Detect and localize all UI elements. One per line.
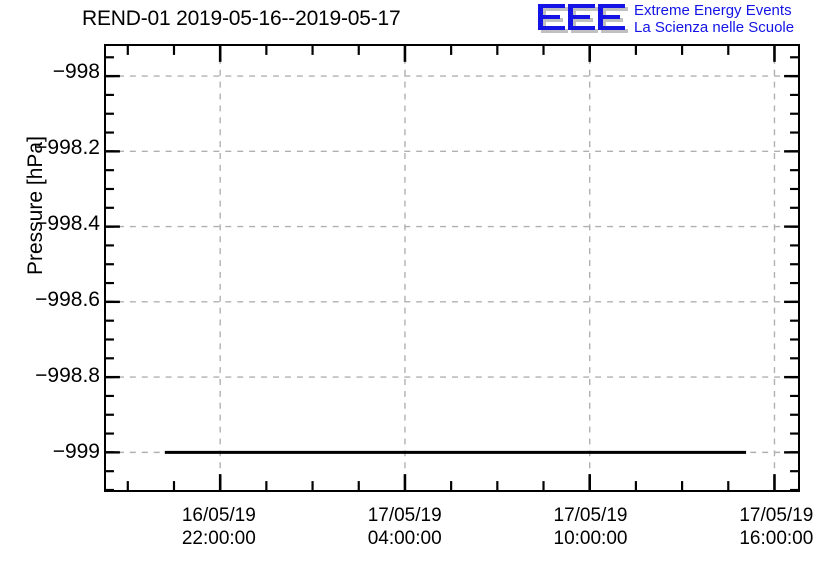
eee-logo-mark bbox=[538, 4, 628, 33]
x-tick-label: 17/05/19 10:00:00 bbox=[521, 504, 661, 550]
x-tick-time: 10:00:00 bbox=[553, 528, 628, 549]
data-series-line bbox=[164, 450, 747, 454]
axis-ticks bbox=[106, 46, 798, 490]
x-tick-date: 17/05/19 bbox=[739, 505, 814, 526]
x-tick-label: 17/05/19 16:00:00 bbox=[706, 504, 836, 550]
x-tick-time: 16:00:00 bbox=[739, 528, 814, 549]
y-tick-label: −999 bbox=[52, 440, 100, 464]
x-tick-date: 17/05/19 bbox=[553, 505, 628, 526]
x-tick-label: 16/05/19 22:00:00 bbox=[149, 504, 289, 550]
y-tick-label: −998.4 bbox=[35, 212, 100, 236]
y-tick-label: −998.6 bbox=[35, 288, 100, 312]
eee-logo-line1: Extreme Energy Events bbox=[634, 2, 792, 19]
x-tick-date: 16/05/19 bbox=[181, 505, 256, 526]
eee-logo-text: Extreme Energy Events La Scienza nelle S… bbox=[634, 2, 794, 36]
eee-logo: Extreme Energy Events La Scienza nelle S… bbox=[538, 1, 834, 39]
x-tick-time: 22:00:00 bbox=[181, 528, 256, 549]
plot-area bbox=[104, 44, 800, 492]
x-tick-label: 17/05/19 04:00:00 bbox=[335, 504, 475, 550]
eee-logo-line2: La Scienza nelle Scuole bbox=[634, 19, 795, 36]
x-tick-date: 17/05/19 bbox=[367, 505, 442, 526]
page-title: REND-01 2019-05-16--2019-05-17 bbox=[82, 7, 401, 30]
y-tick-label: −998.2 bbox=[35, 136, 100, 160]
y-tick-label: −998.8 bbox=[35, 364, 100, 388]
y-tick-label: −998 bbox=[52, 60, 100, 84]
x-tick-time: 04:00:00 bbox=[367, 528, 442, 549]
